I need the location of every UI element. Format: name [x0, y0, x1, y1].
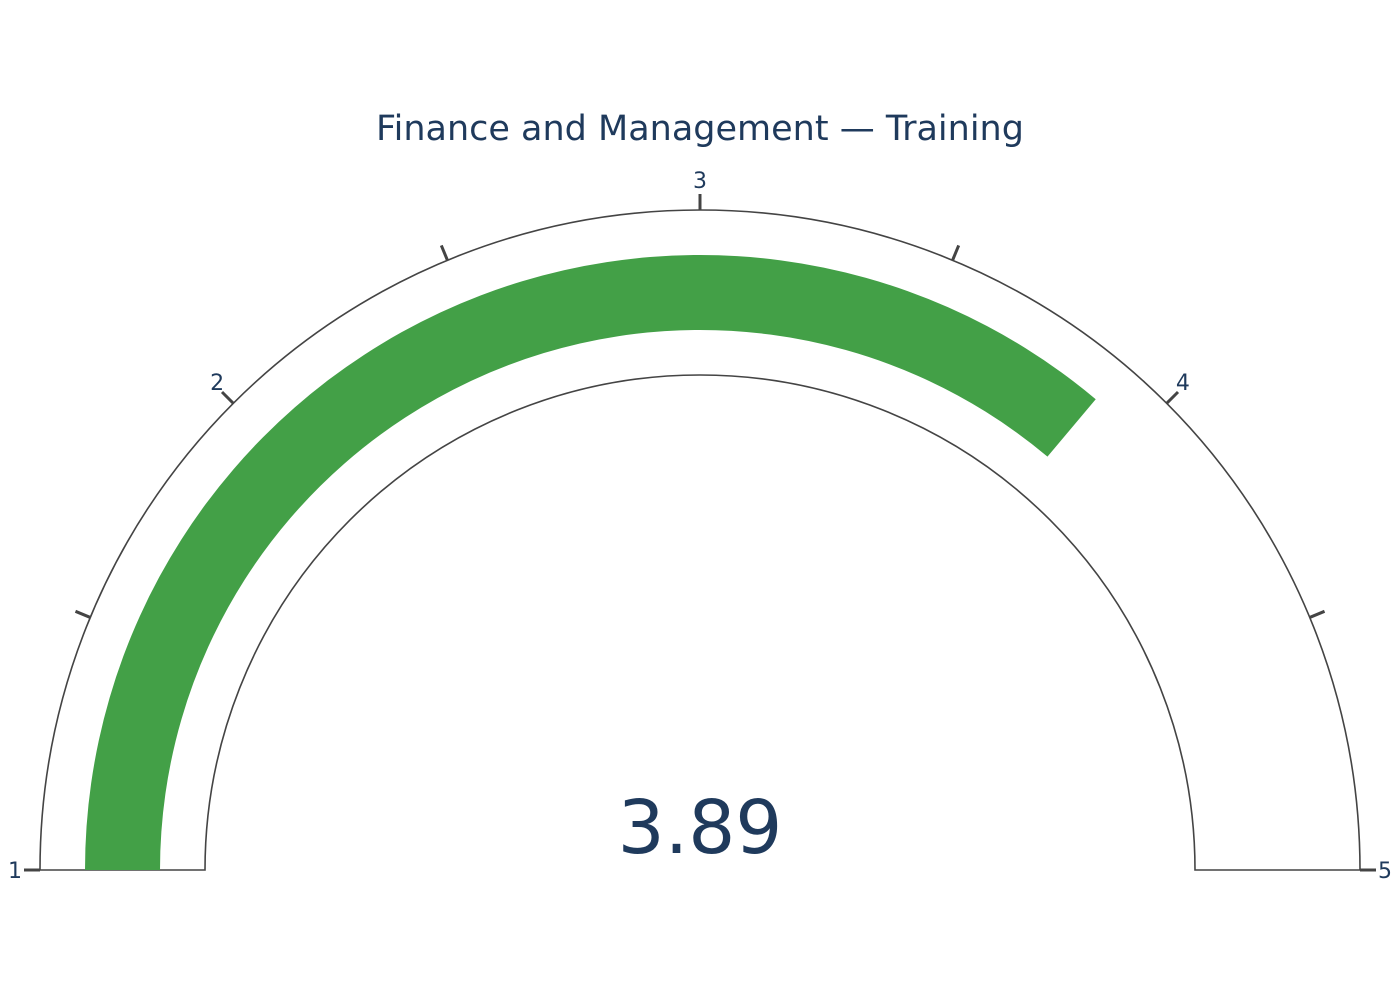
tick-label-1: 1: [8, 859, 22, 884]
tick-label-2: 2: [210, 371, 224, 396]
gauge-value-label: 3.89: [618, 785, 783, 871]
chart-title: Finance and Management — Training: [376, 109, 1024, 149]
tick-minor-4.5: [1309, 609, 1326, 619]
tick-major-4: [1165, 390, 1180, 405]
gauge-ticks: [24, 194, 1376, 872]
gauge-value-bar: [85, 254, 1096, 870]
tick-label-4: 4: [1176, 371, 1190, 396]
tick-label-3: 3: [693, 169, 707, 194]
tick-minor-2.5: [439, 244, 449, 261]
tick-minor-3.5: [951, 244, 961, 261]
tick-major-2: [220, 390, 235, 405]
gauge-outline: [39, 209, 1361, 871]
tick-label-5: 5: [1378, 859, 1392, 884]
tick-minor-1.5: [74, 609, 91, 619]
